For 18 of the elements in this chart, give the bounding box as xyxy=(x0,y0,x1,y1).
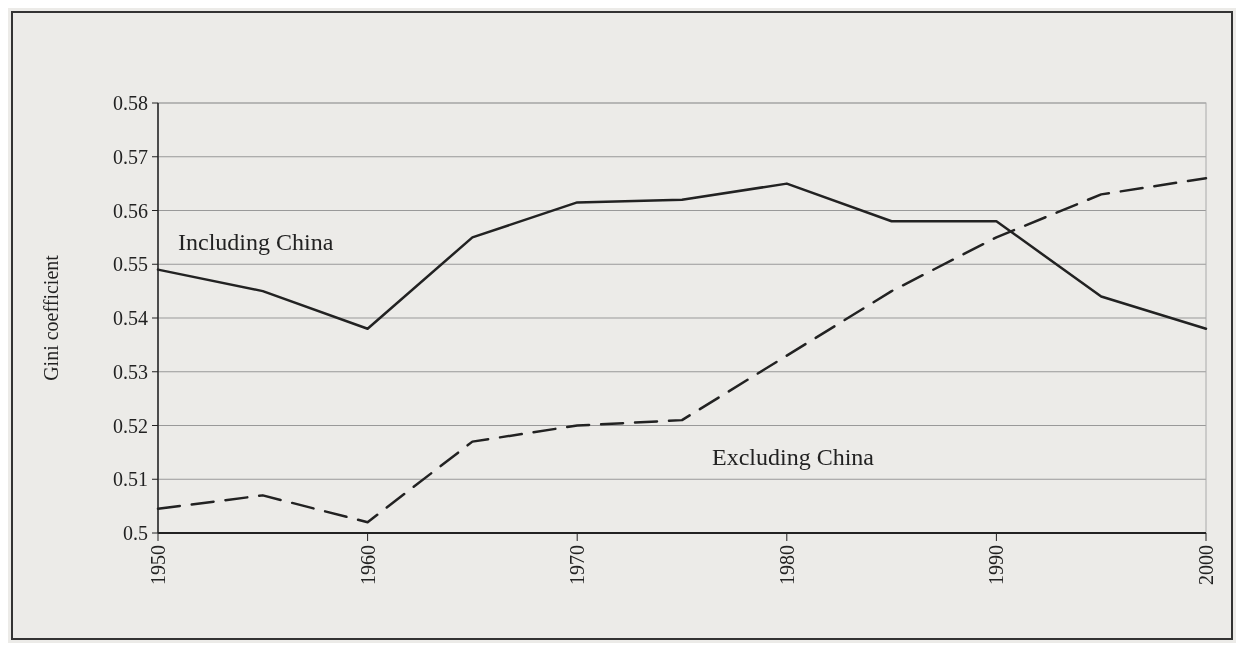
x-tick-label: 1980 xyxy=(775,545,798,585)
y-tick-label: 0.5 xyxy=(123,522,148,544)
x-tick-label: 2000 xyxy=(1195,545,1217,585)
y-tick-label: 0.53 xyxy=(113,360,148,383)
y-tick-label: 0.54 xyxy=(113,307,148,329)
x-tick-label: 1950 xyxy=(147,545,169,585)
y-tick-label: 0.51 xyxy=(113,468,148,491)
x-tick-label: 1970 xyxy=(566,545,589,585)
y-tick-label: 0.55 xyxy=(113,253,148,276)
y-tick-label: 0.52 xyxy=(113,414,148,437)
y-tick-label: 0.57 xyxy=(113,145,148,168)
series-label: Including China xyxy=(178,228,334,255)
y-tick-label: 0.56 xyxy=(113,199,148,222)
y-tick-label: 0.58 xyxy=(113,92,148,114)
x-tick-label: 1960 xyxy=(356,545,379,585)
y-axis-title: Gini coefficient xyxy=(40,254,62,381)
series-label: Excluding China xyxy=(712,444,875,471)
x-tick-label: 1990 xyxy=(985,545,1008,585)
